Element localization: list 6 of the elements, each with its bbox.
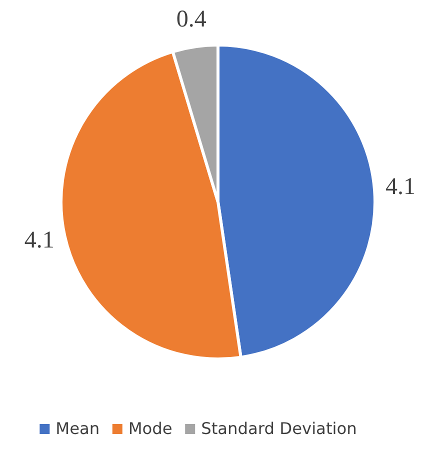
data-label: 4.1 xyxy=(24,227,54,254)
data-label: 4.1 xyxy=(386,174,416,200)
legend-label: Mean xyxy=(56,419,100,438)
legend-label: Standard Deviation xyxy=(201,419,357,438)
legend-label: Mode xyxy=(128,419,172,438)
data-label: 0.4 xyxy=(176,6,206,32)
